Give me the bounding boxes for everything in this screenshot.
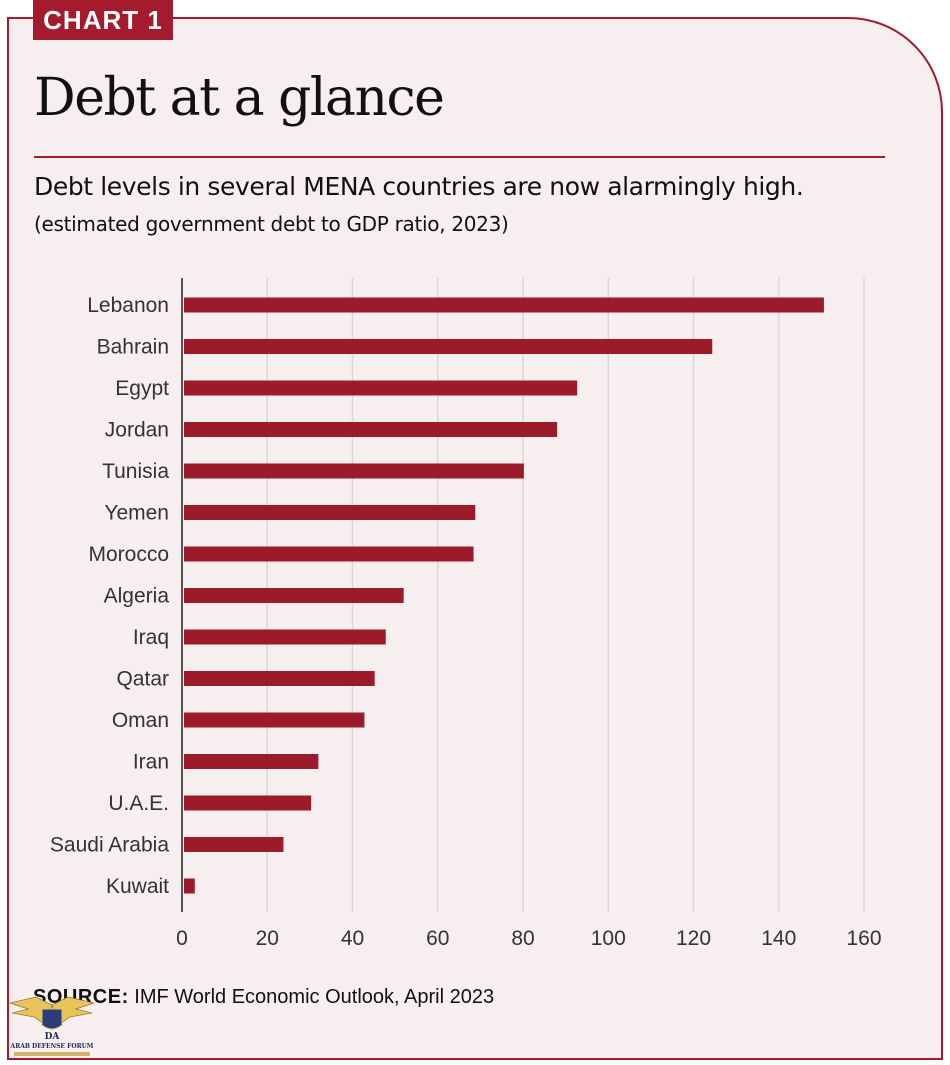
watermark-logo: DA ARAB DEFENSE FORUM <box>8 996 96 1056</box>
source-line: SOURCE: IMF World Economic Outlook, Apri… <box>33 986 494 1009</box>
x-tick-label: 100 <box>591 927 626 950</box>
bar <box>184 754 319 769</box>
bar <box>184 671 375 686</box>
x-tick-label: 60 <box>426 927 449 950</box>
bar <box>184 505 476 520</box>
watermark-text-1: DA <box>45 1032 61 1042</box>
category-label: Algeria <box>104 585 170 608</box>
bar <box>184 297 824 313</box>
x-tick-label: 0 <box>176 927 188 950</box>
source-text: IMF World Economic Outlook, April 2023 <box>134 986 495 1008</box>
bar <box>184 878 195 894</box>
category-label: Egypt <box>115 377 169 400</box>
title-divider <box>34 156 885 158</box>
bar <box>184 629 386 645</box>
bar <box>184 380 578 396</box>
category-label: Saudi Arabia <box>50 834 169 857</box>
x-tick-label: 140 <box>761 927 796 950</box>
category-label: Tunisia <box>102 460 169 483</box>
category-label: U.A.E. <box>108 792 169 815</box>
x-tick-label: 40 <box>341 927 364 950</box>
bar <box>184 588 404 603</box>
bars <box>184 297 824 894</box>
watermark-text-2: ARAB DEFENSE FORUM <box>10 1043 94 1050</box>
bar <box>184 339 713 354</box>
x-tick-label: 20 <box>256 927 279 950</box>
category-label: Morocco <box>88 543 169 566</box>
category-label: Lebanon <box>87 294 169 317</box>
category-label: Kuwait <box>106 875 169 898</box>
bar <box>184 837 284 852</box>
bar <box>184 546 474 562</box>
category-label: Yemen <box>104 502 169 525</box>
category-label: Iraq <box>133 626 169 649</box>
chart-badge: CHART 1 <box>33 0 173 40</box>
bar <box>184 795 312 811</box>
bar <box>184 712 365 728</box>
x-tick-label: 120 <box>676 927 711 950</box>
chart-card <box>7 17 943 1060</box>
x-tick-labels: 0 20 40 60 80 100 120 140 160 <box>176 927 881 950</box>
category-label: Bahrain <box>97 336 169 359</box>
category-labels: Lebanon Bahrain Egypt Jordan Tunisia Yemen Mor… <box>50 294 169 898</box>
category-label: Qatar <box>116 668 169 691</box>
chart-note: (estimated government debt to GDP ratio,… <box>34 212 509 236</box>
category-label: Jordan <box>105 419 169 442</box>
category-label: Oman <box>112 709 169 732</box>
category-label: Iran <box>133 751 169 774</box>
x-tick-label: 160 <box>846 927 881 950</box>
chart-subtitle: Debt levels in several MENA countries ar… <box>34 172 804 201</box>
x-tick-label: 80 <box>511 927 534 950</box>
page-title: Debt at a glance <box>34 68 445 128</box>
bar <box>184 463 524 479</box>
bar <box>184 422 558 437</box>
